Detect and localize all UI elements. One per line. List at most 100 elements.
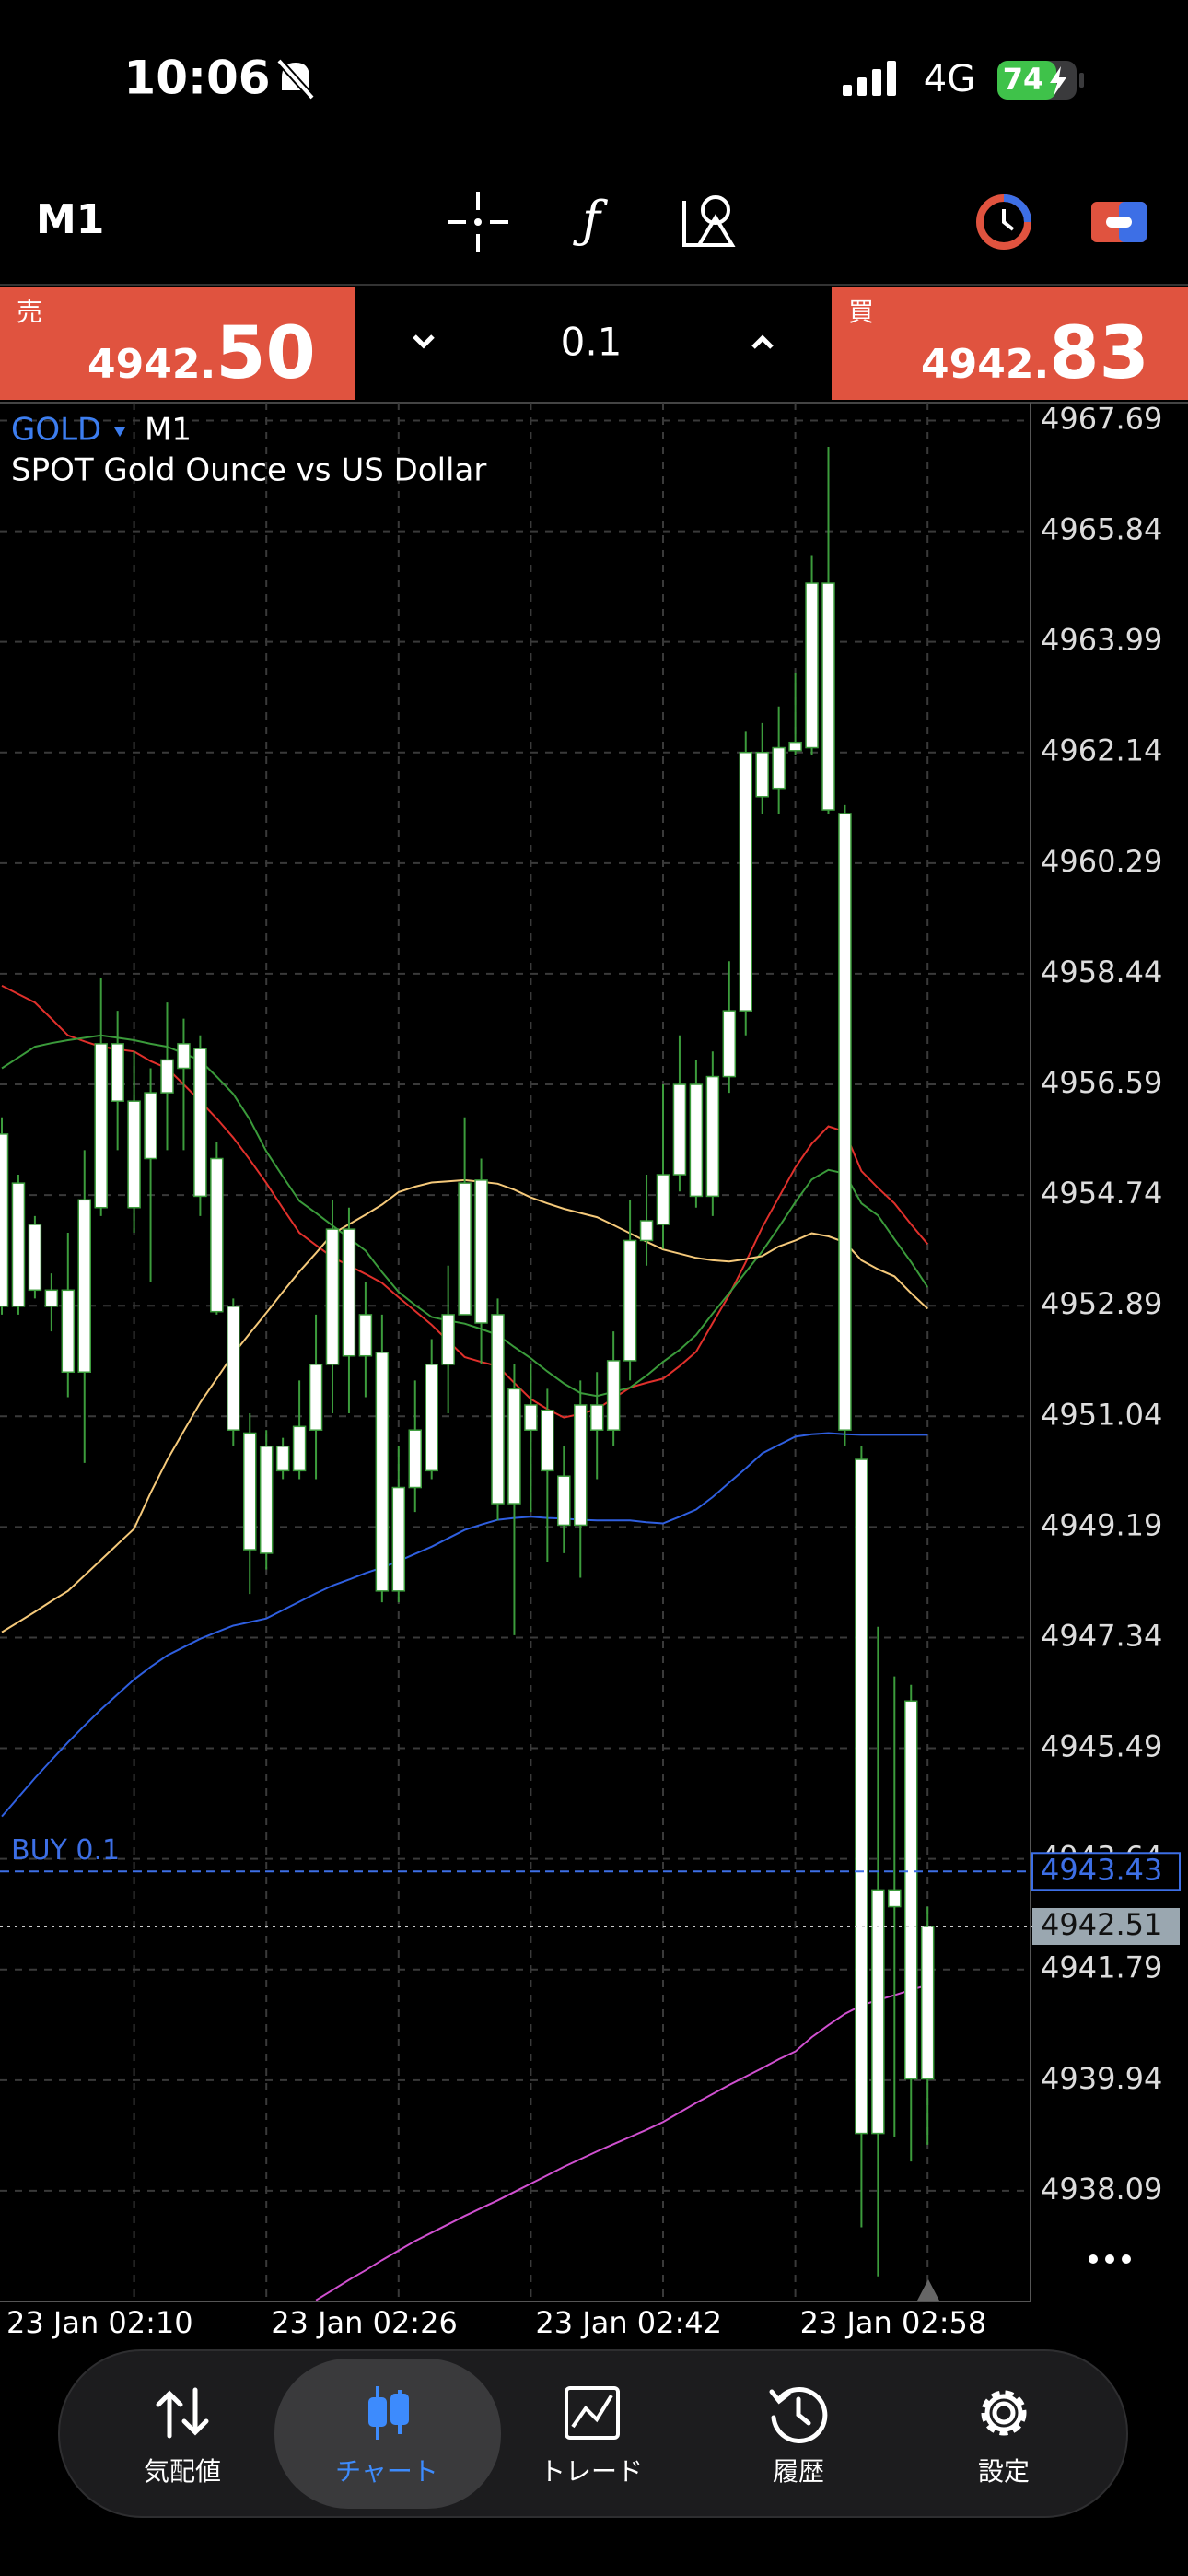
- candle-body: [408, 1429, 422, 1489]
- y-tick-label: 4967.69: [1041, 401, 1162, 436]
- more-button[interactable]: [1089, 2254, 1131, 2264]
- crosshair-button[interactable]: [448, 192, 508, 252]
- candle-body: [920, 1926, 935, 2080]
- position-price-box: [1031, 1852, 1181, 1891]
- candle-body: [259, 1445, 274, 1554]
- objects-button[interactable]: [682, 195, 736, 247]
- quotes-icon[interactable]: [156, 2387, 209, 2439]
- mute-icon: [276, 58, 315, 100]
- bid-price-box: [1032, 1907, 1180, 1945]
- candle-body: [871, 1889, 885, 2135]
- candle-body: [623, 1239, 637, 1362]
- symbol-dropdown[interactable]: [114, 427, 125, 437]
- history-icon[interactable]: [769, 2386, 828, 2443]
- tab-label[interactable]: 設定: [978, 2456, 1030, 2487]
- chart-description: SPOT Gold Ounce vs US Dollar: [11, 452, 486, 489]
- candle-body: [227, 1306, 240, 1431]
- position-label: BUY 0.1: [11, 1834, 120, 1867]
- candle-body: [441, 1314, 455, 1365]
- network-type: 4G: [924, 58, 975, 100]
- sell-price-whole: 4942.: [87, 341, 215, 388]
- candle-body: [243, 1432, 257, 1551]
- x-tick-label: 23 Jan 02:42: [535, 2305, 722, 2340]
- candle-body: [94, 1043, 108, 1209]
- candle-body: [739, 751, 752, 1012]
- volume-up[interactable]: [751, 334, 774, 349]
- candle-body: [193, 1048, 207, 1198]
- candle-body: [541, 1410, 554, 1472]
- timeframe-button[interactable]: [976, 194, 1031, 250]
- candle-body: [391, 1486, 406, 1592]
- buy-price: 4942.83: [921, 312, 1149, 395]
- candle-body: [425, 1364, 438, 1472]
- sell-price-fraction: 50: [215, 312, 316, 395]
- buy-price-fraction: 83: [1049, 312, 1149, 395]
- candle-body: [11, 1182, 26, 1307]
- y-tick-label: 4965.84: [1041, 512, 1162, 547]
- bid-price: 4942.51: [1041, 1907, 1162, 1942]
- buy-label: 買: [848, 297, 874, 327]
- candle-body: [44, 1289, 59, 1307]
- candle-body: [309, 1364, 323, 1431]
- battery-level: 74: [1003, 62, 1044, 97]
- trade-button[interactable]: [1091, 202, 1147, 242]
- tab-label[interactable]: トレード: [540, 2456, 643, 2487]
- battery-icon: [997, 61, 1084, 100]
- y-tick-label: 4954.74: [1041, 1176, 1162, 1211]
- tab-label[interactable]: 気配値: [144, 2456, 221, 2487]
- candle-body: [77, 1199, 91, 1373]
- chart-symbol[interactable]: GOLD: [11, 412, 101, 449]
- status-time: 10:06: [123, 52, 270, 105]
- shift-marker: [917, 2279, 939, 2301]
- candle-body: [656, 1174, 670, 1225]
- moving-average-line: [315, 1984, 928, 2301]
- y-tick-label: 4949.19: [1041, 1507, 1162, 1542]
- candle-body: [689, 1083, 704, 1198]
- chart-icon[interactable]: [368, 2386, 409, 2440]
- candle-body: [127, 1100, 141, 1209]
- candle-body: [755, 751, 769, 798]
- y-tick-label: 4945.49: [1041, 1729, 1162, 1764]
- y-tick-label: 4952.89: [1041, 1286, 1162, 1321]
- candle-body: [838, 813, 852, 1431]
- candle-body: [574, 1404, 588, 1527]
- candle-body: [144, 1092, 157, 1160]
- trade-icon[interactable]: [565, 2386, 620, 2440]
- x-tick-label: 23 Jan 02:10: [6, 2305, 193, 2340]
- candle-body: [28, 1224, 42, 1292]
- y-tick-label: 4941.79: [1041, 1950, 1162, 1985]
- sell-button[interactable]: [0, 287, 355, 400]
- candle-body: [855, 1458, 868, 2135]
- plot-area: [0, 447, 935, 2301]
- candle-body: [788, 741, 802, 752]
- volume-down[interactable]: [413, 334, 435, 349]
- candle-body: [210, 1157, 224, 1313]
- y-tick-label: 4947.34: [1041, 1618, 1162, 1653]
- sell-label: 売: [17, 297, 42, 327]
- candle-body: [0, 1133, 9, 1307]
- settings-icon[interactable]: [981, 2390, 1027, 2436]
- moving-average-line: [1, 1432, 928, 1818]
- candle-body: [589, 1404, 604, 1431]
- candle-body: [375, 1352, 390, 1592]
- y-tick-label: 4939.94: [1041, 2061, 1162, 2096]
- candle-body: [160, 1059, 174, 1094]
- moving-average-line: [1, 985, 928, 1419]
- active-tab-highlight: [274, 2359, 501, 2509]
- toolbar-timeframe[interactable]: M1: [36, 196, 104, 243]
- axes: 4967.69 4965.84 4963.99 4962.14 4960.29 4958.…: [6, 401, 1162, 2340]
- buy-button[interactable]: [832, 287, 1188, 400]
- candle-body: [177, 1043, 191, 1070]
- volume[interactable]: 0.1: [561, 320, 623, 365]
- y-tick-label: 4962.14: [1041, 733, 1162, 768]
- candle-body: [722, 1010, 737, 1078]
- x-tick-label: 23 Jan 02:26: [271, 2305, 458, 2340]
- y-tick-label: 4956.59: [1041, 1065, 1162, 1100]
- tab-label[interactable]: チャート: [335, 2456, 438, 2487]
- tab-label[interactable]: 履歴: [773, 2456, 824, 2487]
- candle-body: [672, 1083, 687, 1176]
- candle-body: [111, 1043, 124, 1102]
